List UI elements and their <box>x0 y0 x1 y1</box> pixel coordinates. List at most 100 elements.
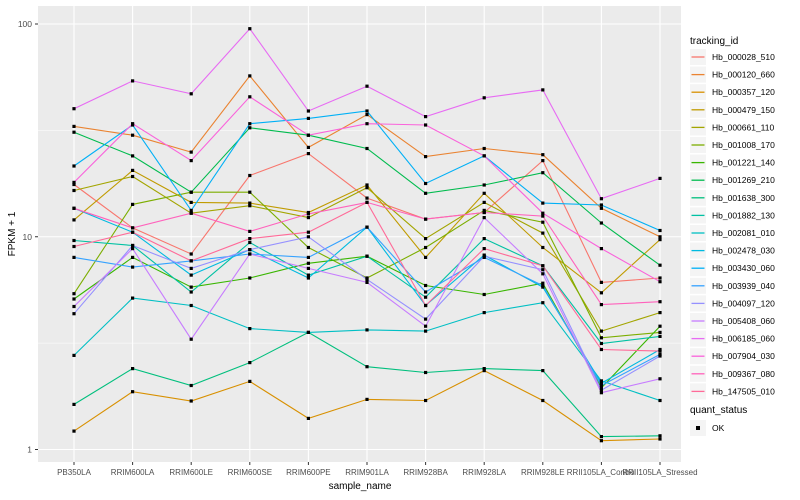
data-point[interactable] <box>131 247 135 251</box>
data-point[interactable] <box>306 416 310 420</box>
legend-item-Hb_001008_170[interactable]: Hb_001008_170 <box>690 137 775 153</box>
data-point[interactable] <box>424 123 428 127</box>
data-point[interactable] <box>248 361 252 365</box>
data-point[interactable] <box>424 255 428 259</box>
data-point[interactable] <box>599 247 603 251</box>
data-point[interactable] <box>189 252 193 256</box>
data-point[interactable] <box>658 354 662 358</box>
data-point[interactable] <box>306 245 310 250</box>
data-point[interactable] <box>72 292 76 296</box>
data-point[interactable] <box>424 237 428 241</box>
legend-item-Hb_003939_040[interactable]: Hb_003939_040 <box>690 277 775 294</box>
data-point[interactable] <box>541 369 545 373</box>
data-point[interactable] <box>658 280 662 284</box>
data-point[interactable] <box>248 122 252 126</box>
data-point[interactable] <box>482 367 486 371</box>
data-point[interactable] <box>306 330 310 334</box>
data-point[interactable] <box>365 84 369 88</box>
data-point[interactable] <box>658 349 662 353</box>
data-point[interactable] <box>306 235 310 239</box>
data-point[interactable] <box>365 186 369 190</box>
data-point[interactable] <box>599 221 603 225</box>
data-point[interactable] <box>189 399 193 403</box>
data-point[interactable] <box>306 276 310 280</box>
data-point[interactable] <box>482 292 486 297</box>
data-point[interactable] <box>248 126 252 130</box>
data-point[interactable] <box>599 347 603 352</box>
data-point[interactable] <box>424 115 428 119</box>
data-point[interactable] <box>189 208 193 212</box>
data-point[interactable] <box>541 88 545 92</box>
data-point[interactable] <box>424 317 428 321</box>
data-point[interactable] <box>189 285 193 289</box>
data-point[interactable] <box>131 79 135 83</box>
data-point[interactable] <box>306 255 310 259</box>
data-point[interactable] <box>365 254 369 258</box>
data-point[interactable] <box>365 328 369 332</box>
data-point[interactable] <box>599 439 603 443</box>
data-point[interactable] <box>424 155 428 159</box>
data-point[interactable] <box>482 200 486 204</box>
data-point[interactable] <box>131 154 135 158</box>
data-point[interactable] <box>599 379 603 383</box>
data-point[interactable] <box>482 154 486 158</box>
data-point[interactable] <box>541 301 545 305</box>
data-point[interactable] <box>189 259 193 263</box>
data-point[interactable] <box>131 122 135 126</box>
data-point[interactable] <box>599 329 603 333</box>
data-point[interactable] <box>658 334 662 338</box>
data-point[interactable] <box>131 265 135 269</box>
data-point[interactable] <box>599 303 603 307</box>
data-point[interactable] <box>248 204 252 208</box>
legend-item-Hb_000028_510[interactable]: Hb_000028_510 <box>690 49 775 65</box>
legend-item-Hb_001269_210[interactable]: Hb_001269_210 <box>690 172 775 189</box>
legend-item-Hb_000661_110[interactable]: Hb_000661_110 <box>690 119 775 136</box>
data-point[interactable] <box>482 146 486 151</box>
legend-quant-status[interactable] <box>690 420 706 436</box>
data-point[interactable] <box>365 365 369 369</box>
data-point[interactable] <box>131 202 135 206</box>
data-point[interactable] <box>599 388 603 392</box>
data-point[interactable] <box>482 191 486 195</box>
data-point[interactable] <box>189 92 193 96</box>
data-point[interactable] <box>482 237 486 241</box>
data-point[interactable] <box>306 116 310 120</box>
data-point[interactable] <box>365 200 369 204</box>
data-point[interactable] <box>72 312 76 316</box>
data-point[interactable] <box>424 217 428 221</box>
data-point[interactable] <box>72 353 76 357</box>
data-point[interactable] <box>658 300 662 304</box>
data-point[interactable] <box>424 290 428 294</box>
data-point[interactable] <box>365 277 369 281</box>
data-point[interactable] <box>189 303 193 308</box>
data-point[interactable] <box>482 210 486 215</box>
data-point[interactable] <box>541 171 545 175</box>
data-point[interactable] <box>599 391 603 395</box>
data-point[interactable] <box>189 211 193 215</box>
data-point[interactable] <box>424 191 428 195</box>
legend-item-Hb_002081_010[interactable]: Hb_002081_010 <box>690 225 775 241</box>
data-point[interactable] <box>248 229 252 233</box>
data-point[interactable] <box>424 329 428 333</box>
data-point[interactable] <box>482 247 486 251</box>
data-point[interactable] <box>72 238 76 243</box>
legend-item-Hb_001221_140[interactable]: Hb_001221_140 <box>690 154 775 171</box>
data-point[interactable] <box>541 231 545 235</box>
data-point[interactable] <box>306 212 310 216</box>
data-point[interactable] <box>131 390 135 394</box>
data-point[interactable] <box>72 180 76 184</box>
data-point[interactable] <box>72 188 76 193</box>
data-point[interactable] <box>424 398 428 403</box>
data-point[interactable] <box>248 74 252 78</box>
legend-item-Hb_000120_660[interactable]: Hb_000120_660 <box>690 66 775 83</box>
data-point[interactable] <box>72 130 76 134</box>
data-point[interactable] <box>482 254 486 258</box>
data-point[interactable] <box>131 230 135 234</box>
data-point[interactable] <box>72 304 76 309</box>
data-point[interactable] <box>131 243 135 248</box>
data-point[interactable] <box>482 216 486 220</box>
data-point[interactable] <box>658 330 662 334</box>
data-point[interactable] <box>131 133 135 137</box>
data-point[interactable] <box>658 434 662 438</box>
legend-item-Hb_005408_060[interactable]: Hb_005408_060 <box>690 313 775 329</box>
